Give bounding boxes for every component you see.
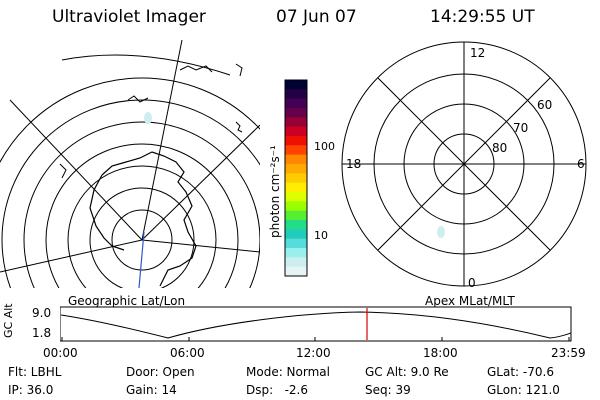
gc-alt-info: GC Alt: 9.0 Re xyxy=(365,365,449,379)
xtick-1800: 18:00 xyxy=(423,346,458,360)
colorbar-segment xyxy=(285,266,307,277)
colorbar-segment xyxy=(285,89,307,100)
mode-info: Mode: Normal xyxy=(246,365,330,379)
instrument-title: Ultraviolet Imager xyxy=(52,7,206,27)
altitude-curve xyxy=(60,311,572,339)
lat-circle xyxy=(45,143,239,288)
altitude-ytick-low: 1.8 xyxy=(32,326,52,340)
lat-circle xyxy=(23,121,260,288)
mlt-label-18: 18 xyxy=(346,157,362,171)
meridian-line xyxy=(141,124,260,241)
meridian-line xyxy=(0,239,143,273)
colorbar-segment xyxy=(285,192,307,202)
lat-circle xyxy=(111,209,173,271)
xtick-2359: 23:59 xyxy=(551,346,586,360)
meridian-line xyxy=(141,40,183,241)
gain-info: Gain: 14 xyxy=(126,383,177,397)
colorbar-segment xyxy=(285,145,307,156)
colorbar xyxy=(284,79,308,277)
mlt-label-0: 0 xyxy=(468,276,476,290)
altitude-plot xyxy=(60,306,572,342)
colorbar-segment xyxy=(285,80,307,90)
colorbar-segment xyxy=(285,98,307,109)
mlat-label-70: 70 xyxy=(513,121,529,135)
colorbar-segment xyxy=(285,210,307,221)
colorbar-segment xyxy=(285,220,307,230)
colorbar-tick-100: 100 xyxy=(314,140,335,153)
magnetic-map xyxy=(341,41,587,287)
xtick-0000: 00:00 xyxy=(43,346,78,360)
auroral-emission xyxy=(144,112,152,124)
colorbar-segment xyxy=(285,257,307,268)
xtick-1200: 12:00 xyxy=(296,346,331,360)
altitude-ytick-high: 9.0 xyxy=(32,306,52,320)
colorbar-segment xyxy=(285,117,307,128)
coastline xyxy=(127,95,149,103)
colorbar-segment xyxy=(285,108,307,118)
colorbar-segment xyxy=(285,164,307,174)
coastline xyxy=(179,65,213,73)
colorbar-unit-label: photon cm⁻²s⁻¹ xyxy=(268,145,282,238)
ip-info: IP: 36.0 xyxy=(8,383,54,397)
mlt-label-6: 6 xyxy=(577,157,585,171)
lat-circle xyxy=(67,165,217,288)
filter-info: Flt: LBHL xyxy=(8,365,62,379)
mlat-label-80: 80 xyxy=(492,141,508,155)
lat-circle xyxy=(0,77,260,164)
colorbar-segment xyxy=(285,248,307,258)
colorbar-segment xyxy=(285,173,307,184)
meridian-line xyxy=(141,239,260,253)
colorbar-segment xyxy=(285,238,307,249)
coastline xyxy=(89,174,125,251)
altitude-ylabel: GC Alt xyxy=(2,303,15,338)
dsp-info: Dsp: -2.6 xyxy=(246,383,309,397)
colorbar-segment xyxy=(285,182,307,193)
coastline xyxy=(59,163,67,179)
auroral-emission xyxy=(437,226,445,238)
xtick-0600: 06:00 xyxy=(170,346,205,360)
geographic-map xyxy=(0,40,260,288)
colorbar-segment xyxy=(285,154,307,165)
lat-circle xyxy=(1,99,260,288)
footprint-track xyxy=(138,231,145,288)
door-info: Door: Open xyxy=(126,365,195,379)
glat-info: GLat: -70.6 xyxy=(487,365,554,379)
time-label: 14:29:55 UT xyxy=(430,7,535,27)
colorbar-segment xyxy=(285,136,307,146)
colorbar-segment xyxy=(285,229,307,240)
left-map-caption: Geographic Lat/Lon xyxy=(68,294,186,308)
lat-circle xyxy=(89,187,195,288)
mlat-label-60: 60 xyxy=(537,98,553,112)
mlt-label-12: 12 xyxy=(470,46,486,60)
colorbar-tick-10: 10 xyxy=(314,229,328,242)
date-label: 07 Jun 07 xyxy=(276,7,357,27)
meridian-line xyxy=(9,99,143,241)
mlt-line xyxy=(377,77,551,251)
glon-info: GLon: 121.0 xyxy=(487,383,560,397)
coastline xyxy=(235,63,243,77)
coastline xyxy=(235,121,243,133)
coastline xyxy=(101,151,197,287)
plot-frame xyxy=(60,306,572,342)
colorbar-segment xyxy=(285,201,307,212)
right-map-caption: Apex MLat/MLT xyxy=(425,294,515,308)
colorbar-segment xyxy=(285,126,307,137)
fov-edge xyxy=(61,54,231,76)
seq-info: Seq: 39 xyxy=(365,383,411,397)
